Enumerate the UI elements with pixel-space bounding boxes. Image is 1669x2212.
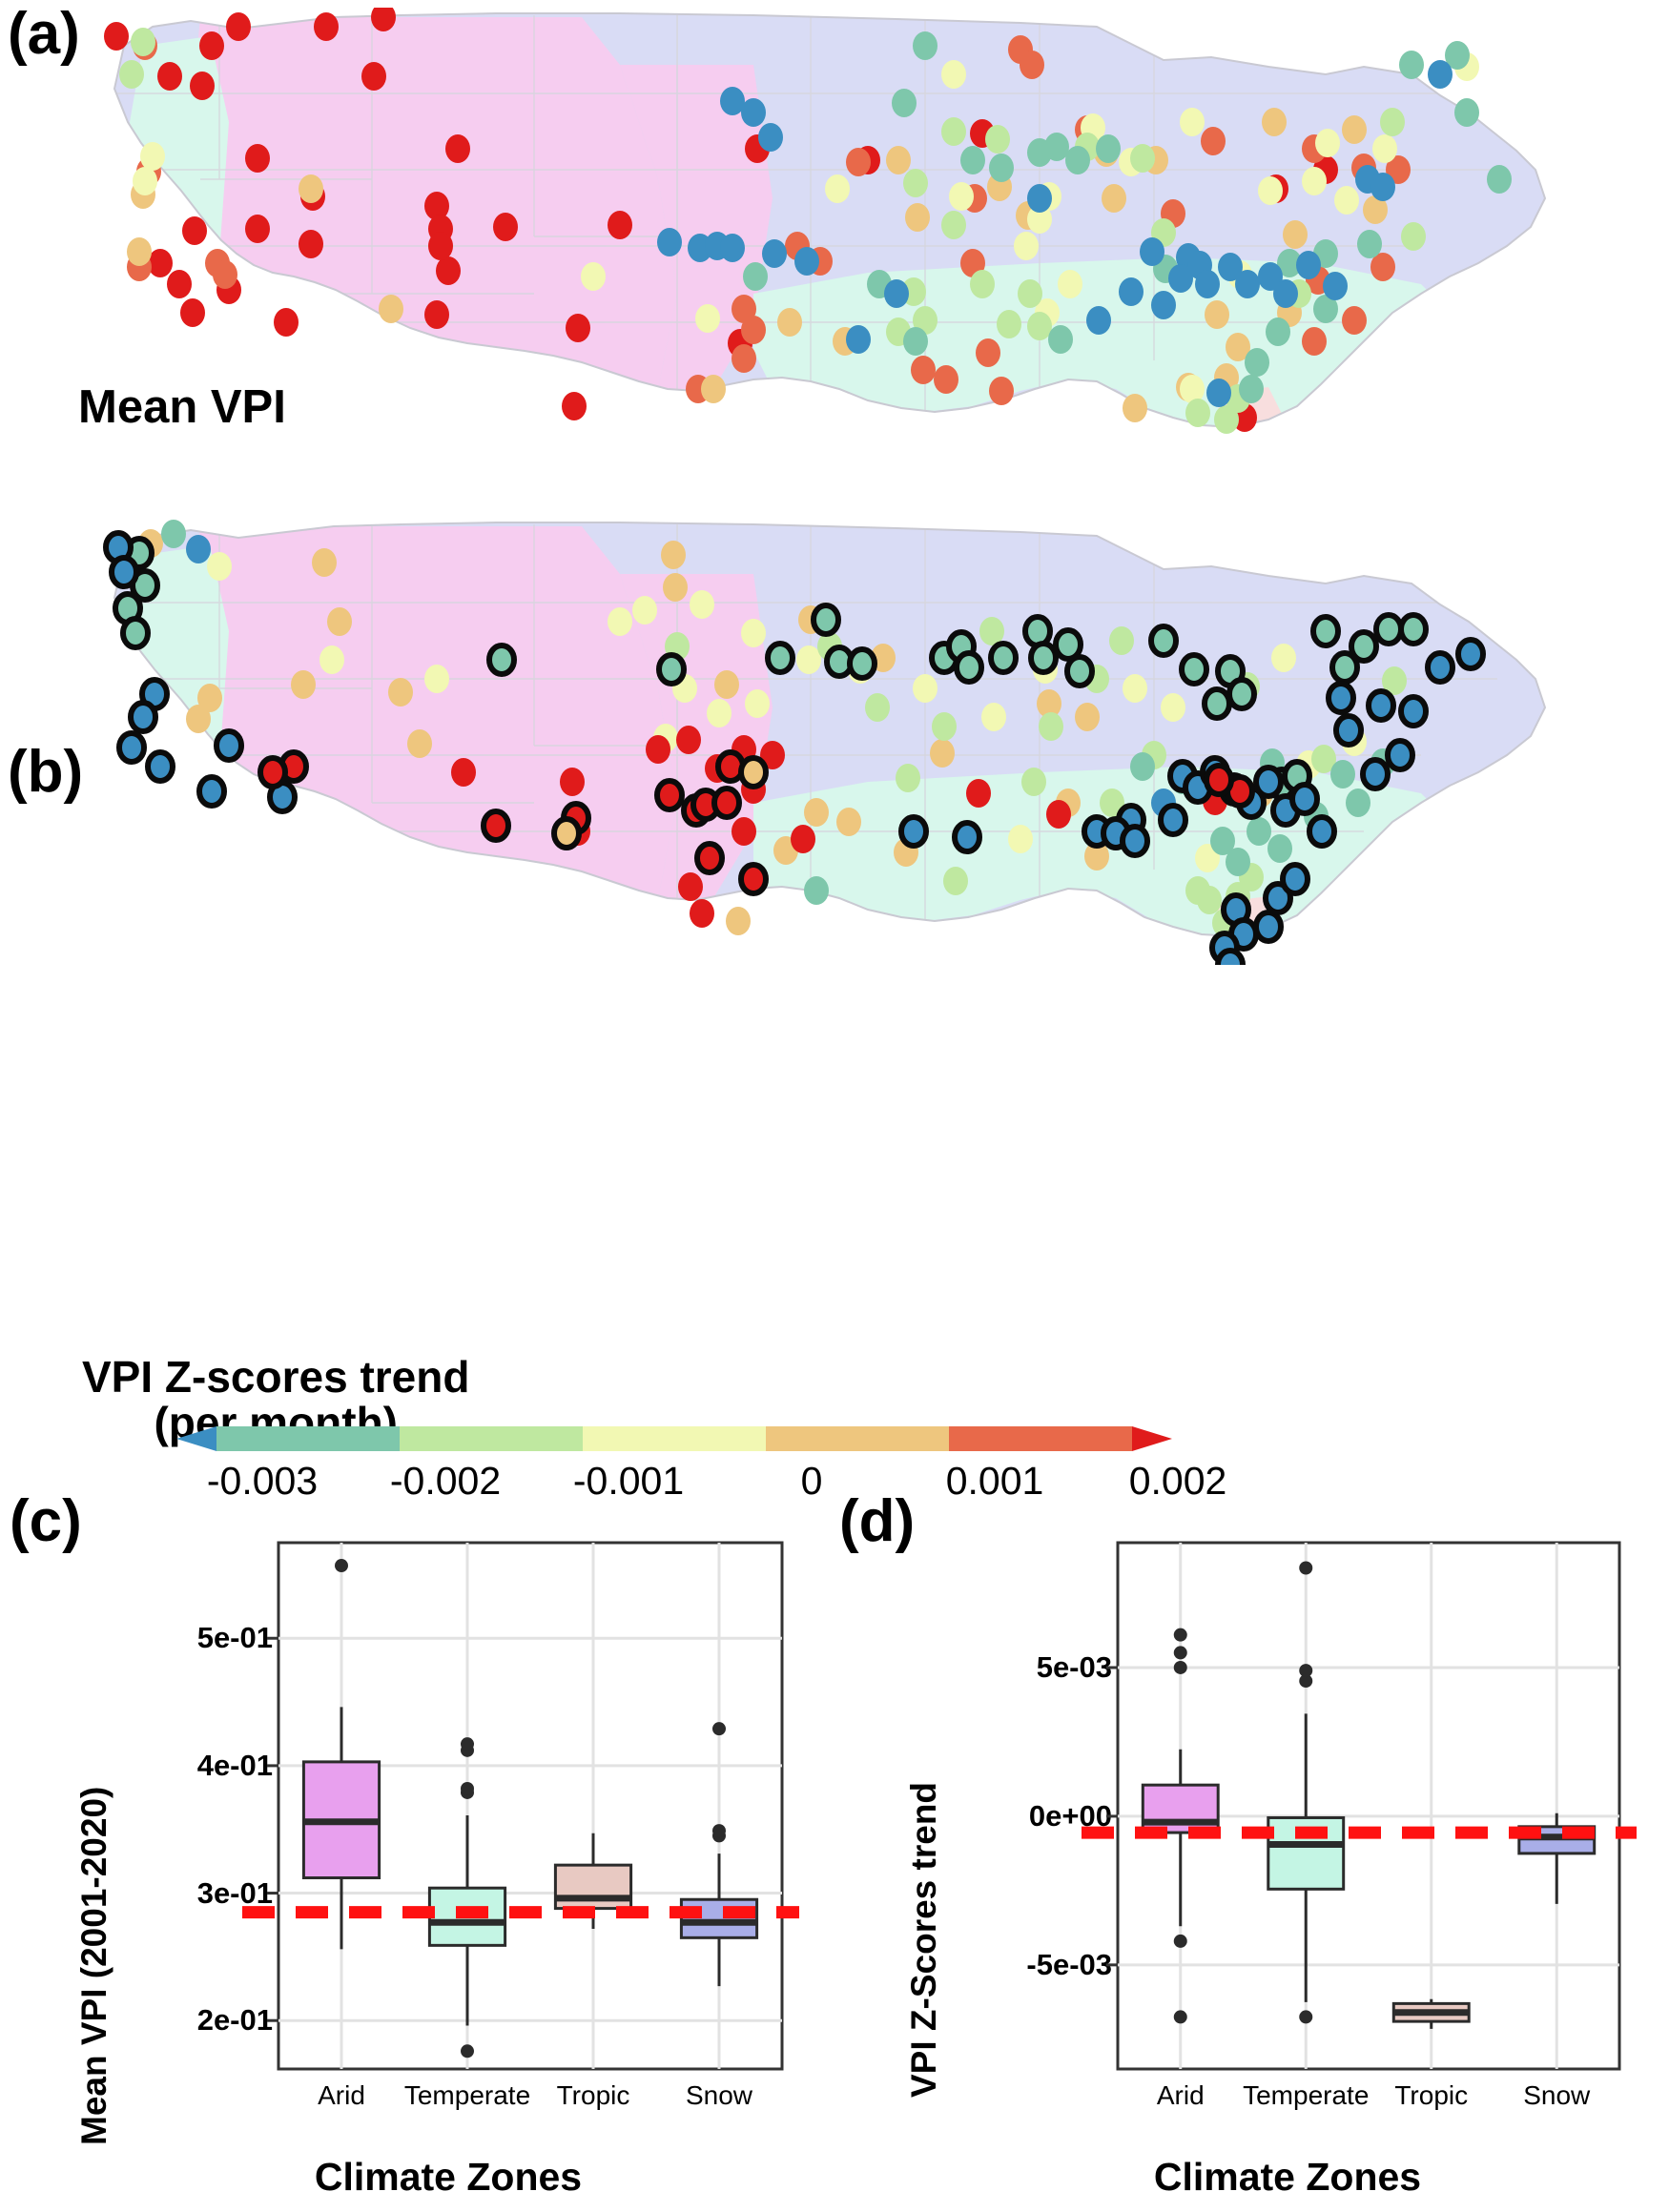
- panel-b-site-markers: [103, 520, 1486, 965]
- panel-d-category-labels: Arid Temperate Tropic Snow: [830, 1487, 1669, 2212]
- panel-c-xlabel: Climate Zones: [314, 2155, 583, 2199]
- panel-c: Mean VPI (2001-2020) 2e-01 3e-01 4e-01 5e-0…: [0, 1487, 830, 2212]
- category-label: Temperate: [403, 2080, 531, 2110]
- panel-a-label: (a): [8, 1, 80, 67]
- colorbar-b-tick-0: -0.003: [206, 1459, 319, 1503]
- colorbar-b-seg-1: [216, 1426, 400, 1451]
- colorbar-b-seg-3: [583, 1426, 766, 1451]
- colorbar-b-tick-3: 0: [800, 1459, 823, 1503]
- panel-a-colorbar-title: Mean VPI: [78, 381, 286, 433]
- ytick-label: 2e-01: [196, 2003, 273, 2038]
- ytick-label: 3e-01: [196, 1875, 273, 1910]
- panel-c-category-labels: Arid Temperate Tropic Snow: [0, 1487, 830, 2212]
- panel-b-colorbar: [176, 1426, 1172, 1451]
- colorbar-b-seg-5: [949, 1426, 1132, 1451]
- category-label: Tropic: [1394, 2080, 1469, 2110]
- panel-c-label: (c): [10, 1488, 82, 1554]
- colorbar-b-under-arrow: [176, 1426, 216, 1451]
- panel-b-colorbar-title-line1: VPI Z-scores trend: [82, 1352, 470, 1402]
- ytick-label: -5e-03: [1026, 1947, 1112, 1981]
- colorbar-b-tick-5: 0.002: [1128, 1459, 1227, 1503]
- colorbar-b-seg-2: [400, 1426, 583, 1451]
- panel-a-site-markers: [104, 8, 1512, 434]
- panel-a-map: [86, 8, 1574, 456]
- ytick-label: 5e-01: [196, 1621, 273, 1655]
- panel-b-colorbar-ticks: -0.003 -0.002 -0.001 0 0.001 0.002: [176, 1459, 1226, 1506]
- panel-d-ytick-labels: -5e-03 0e+00 5e-03: [935, 1487, 1116, 2212]
- category-label: Snow: [1523, 2080, 1591, 2110]
- panel-d-label: (d): [839, 1488, 916, 1554]
- panel-c-ytick-labels: 2e-01 3e-01 4e-01 5e-01: [105, 1487, 277, 2212]
- panel-b-map-svg: [103, 520, 1547, 965]
- category-label: Arid: [1156, 2080, 1205, 2110]
- panel-d-xlabel: Climate Zones: [1153, 2155, 1422, 2199]
- category-label: Tropic: [556, 2080, 630, 2110]
- panel-d-plot: [1082, 1541, 1637, 2071]
- panel-c-plot: [242, 1541, 799, 2071]
- category-label: Snow: [685, 2080, 753, 2110]
- category-label: Arid: [318, 2080, 365, 2110]
- colorbar-b-over-arrow: [1132, 1426, 1172, 1451]
- ytick-label: 5e-03: [1036, 1649, 1112, 1684]
- panel-a-map-svg: [104, 8, 1547, 434]
- category-label: Temperate: [1243, 2080, 1370, 2110]
- panel-b-label: (b): [8, 739, 84, 805]
- colorbar-b-seg-4: [766, 1426, 949, 1451]
- panel-d: VPI Z-Scores trend -5e-03 0e+00 5e-03 Arid…: [830, 1487, 1669, 2212]
- colorbar-b-tick-2: -0.001: [572, 1459, 685, 1503]
- colorbar-b-tick-4: 0.001: [945, 1459, 1044, 1503]
- colorbar-b-tick-1: -0.002: [389, 1459, 502, 1503]
- ytick-label: 4e-01: [196, 1748, 273, 1782]
- panel-b-map: [86, 517, 1574, 965]
